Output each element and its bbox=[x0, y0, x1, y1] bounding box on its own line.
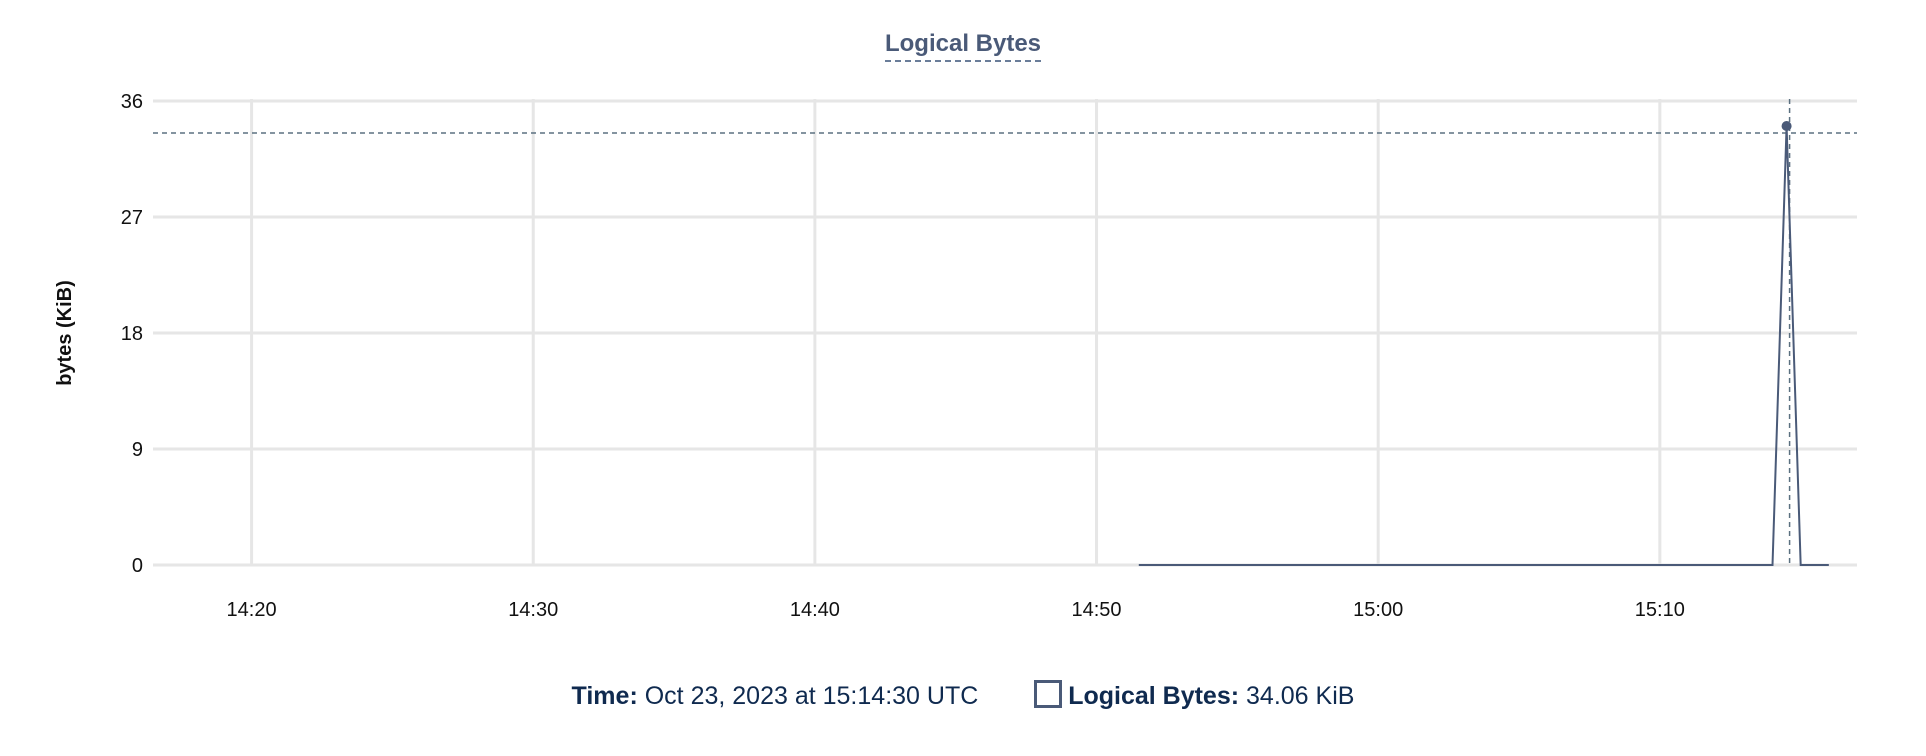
chart-title[interactable]: Logical Bytes bbox=[0, 30, 1926, 62]
series-line bbox=[1138, 125, 1829, 566]
time-label: Time: bbox=[571, 682, 638, 710]
x-tick-label: 15:10 bbox=[1635, 599, 1685, 621]
x-tick-label: 14:20 bbox=[227, 599, 277, 621]
legend: Time: Oct 23, 2023 at 15:14:30 UTC Logic… bbox=[0, 680, 1926, 711]
hover-point bbox=[1781, 121, 1792, 132]
y-tick-label: 0 bbox=[132, 555, 143, 577]
y-axis-label: bytes (KiB) bbox=[54, 280, 76, 386]
y-tick-label: 36 bbox=[121, 91, 143, 113]
x-tick-label: 14:30 bbox=[508, 599, 558, 621]
x-tick-label: 14:50 bbox=[1072, 599, 1122, 621]
y-tick-label: 18 bbox=[121, 323, 143, 345]
chart-title-text[interactable]: Logical Bytes bbox=[884, 30, 1042, 62]
series-value: 34.06 KiB bbox=[1246, 682, 1355, 710]
y-tick-label: 27 bbox=[121, 207, 143, 229]
line-chart: 0 9 18 27 36 14:20 14:30 14:40 14:50 15:00 15:10 by… bbox=[54, 91, 1857, 621]
series-label: Logical Bytes: bbox=[1068, 682, 1240, 710]
x-tick-label: 15:00 bbox=[1353, 599, 1403, 621]
x-tick-label: 14:40 bbox=[790, 599, 840, 621]
y-tick-label: 9 bbox=[132, 439, 143, 461]
time-value: Oct 23, 2023 at 15:14:30 UTC bbox=[644, 682, 979, 710]
series-toggle-checkbox[interactable] bbox=[1034, 680, 1063, 708]
